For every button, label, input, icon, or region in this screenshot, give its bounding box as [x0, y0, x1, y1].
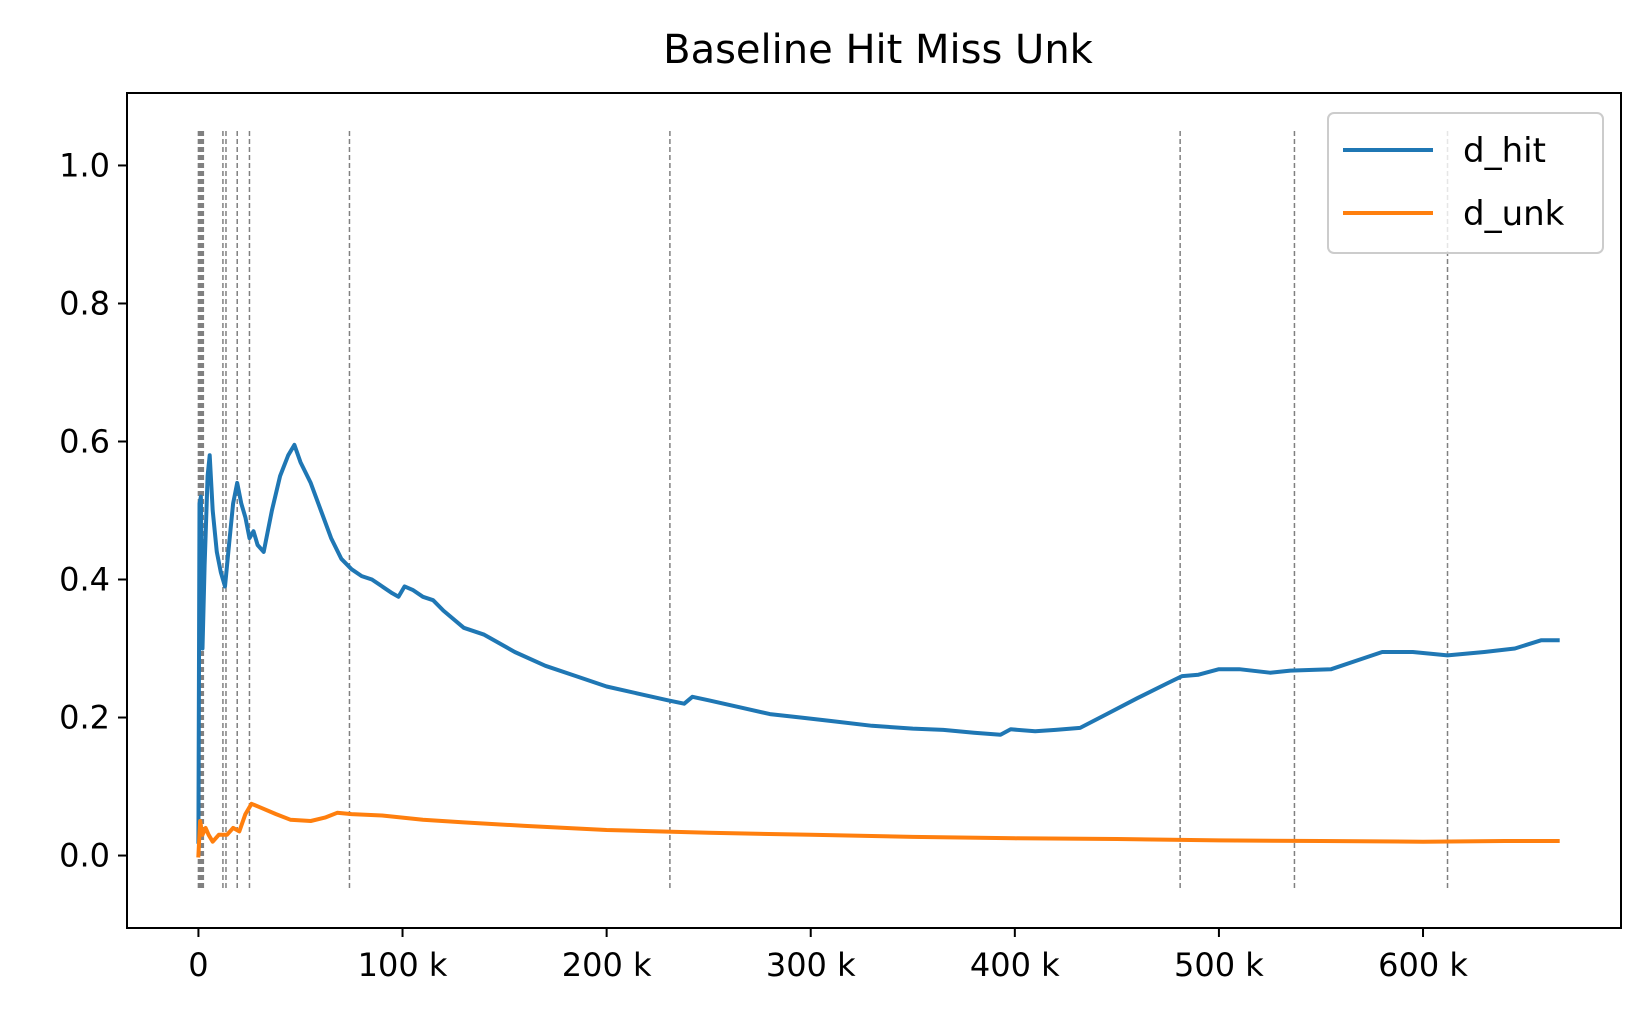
x-tick-label: 400 k: [970, 946, 1060, 984]
chart-title: Baseline Hit Miss Unk: [663, 27, 1094, 73]
x-axis: 0 100 k 200 k 300 k 400 k 500 k 600 k: [188, 928, 1468, 984]
x-tick-label: 600 k: [1378, 946, 1468, 984]
series-lines: [196, 442, 1560, 858]
x-tick-label: 300 k: [766, 946, 856, 984]
legend: d_hit d_unk: [1327, 112, 1604, 254]
y-tick-label: 0.2: [59, 699, 110, 737]
y-axis: 0.0 0.2 0.4 0.6 0.8 1.0: [59, 146, 127, 875]
series-line-d_unk: [196, 801, 1560, 858]
series-line-d_hit: [196, 442, 1560, 844]
plot-frame: [126, 92, 1622, 929]
y-tick-label: 0.6: [59, 422, 110, 460]
x-tick-label: 500 k: [1174, 946, 1264, 984]
y-tick-label: 0.4: [59, 561, 110, 599]
x-tick-label: 0: [188, 946, 208, 984]
legend-label-d_unk: d_unk: [1463, 194, 1565, 234]
y-tick-label: 1.0: [59, 146, 110, 184]
x-tick-label: 200 k: [562, 946, 652, 984]
legend-label-d_hit: d_hit: [1463, 131, 1546, 171]
y-tick-label: 0.8: [59, 284, 110, 322]
x-tick-label: 100 k: [358, 946, 448, 984]
y-tick-label: 0.0: [59, 837, 110, 875]
